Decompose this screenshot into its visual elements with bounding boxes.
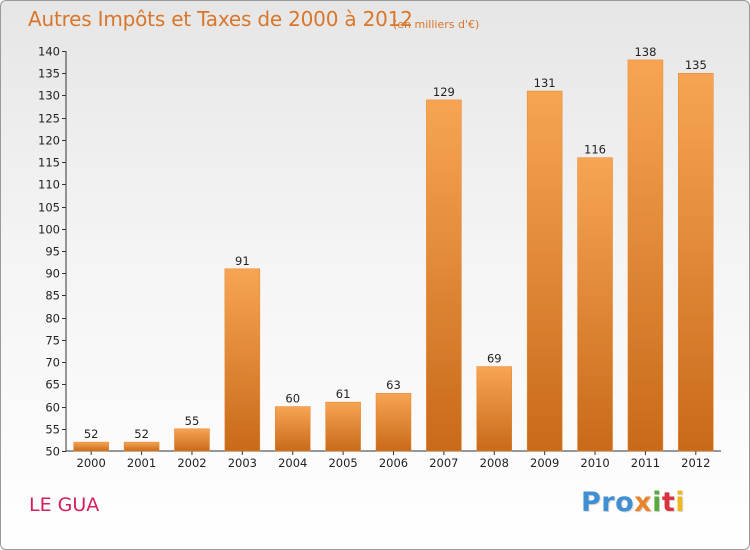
- bar-value-label: 63: [386, 378, 401, 392]
- bar-value-label: 91: [235, 254, 250, 268]
- bar: [577, 157, 613, 452]
- x-tick-label: 2010: [580, 456, 609, 470]
- y-tick-label: 120: [38, 134, 60, 148]
- x-tick-label: 2008: [480, 456, 509, 470]
- y-tick-label: 65: [45, 378, 60, 392]
- y-tick-label: 100: [38, 223, 60, 237]
- bar-value-label: 52: [84, 427, 99, 441]
- bar: [224, 268, 261, 452]
- chart-subtitle: (en milliers d'€): [393, 18, 480, 31]
- x-tick-label: 2011: [631, 456, 660, 470]
- bar-value-label: 55: [185, 414, 200, 428]
- chart-bars: 52 52 55 91 60 61 63 129 69 131 116 138 135: [73, 45, 714, 452]
- bar: [526, 90, 563, 452]
- bar: [476, 366, 513, 452]
- bar: [123, 441, 160, 452]
- logo-part: t: [661, 487, 676, 518]
- x-tick-label: 2004: [278, 456, 307, 470]
- y-tick-label: 90: [45, 267, 60, 281]
- chart-axes: 50 55 60 65 70 75 80 85 90 95 100 105 110 115 120 125 13…: [38, 45, 721, 470]
- y-tick-label: 75: [45, 334, 60, 348]
- bar-value-label: 116: [584, 143, 606, 157]
- bar-value-label: 52: [134, 427, 149, 441]
- x-tick-label: 2001: [127, 456, 156, 470]
- bar-value-label: 60: [285, 392, 300, 406]
- bar: [174, 428, 210, 452]
- bar: [274, 406, 311, 452]
- bar: [678, 72, 714, 452]
- logo-part: x: [634, 487, 653, 518]
- y-tick-label: 95: [45, 245, 60, 259]
- bar: [426, 99, 462, 452]
- bar-value-label: 69: [487, 352, 502, 366]
- y-tick-label: 55: [45, 423, 60, 437]
- bar: [375, 392, 412, 452]
- x-tick-label: 2007: [429, 456, 458, 470]
- bar: [73, 441, 109, 452]
- y-tick-label: 50: [45, 445, 60, 459]
- bar-value-label: 138: [634, 45, 656, 59]
- bar-value-label: 129: [433, 85, 455, 99]
- bar-value-label: 135: [685, 58, 707, 72]
- chart-title: Autres Impôts et Taxes de 2000 à 2012: [28, 7, 413, 31]
- y-tick-label: 105: [38, 201, 60, 215]
- y-tick-label: 60: [45, 401, 60, 415]
- x-tick-label: 2006: [379, 456, 408, 470]
- bar-value-label: 131: [534, 76, 556, 90]
- proxiti-logo[interactable]: Proxiti: [581, 487, 685, 518]
- y-tick-label: 125: [38, 112, 60, 126]
- x-tick-label: 2012: [681, 456, 710, 470]
- y-tick-label: 80: [45, 312, 60, 326]
- x-tick-label: 2005: [328, 456, 357, 470]
- y-tick-label: 85: [45, 289, 60, 303]
- x-tick-label: 2000: [77, 456, 106, 470]
- logo-part: Pro: [581, 487, 635, 518]
- commune-name: LE GUA: [29, 494, 100, 516]
- y-tick-label: 115: [38, 156, 60, 170]
- y-tick-label: 130: [38, 89, 60, 103]
- x-tick-label: 2009: [530, 456, 559, 470]
- bar-value-label: 61: [336, 387, 351, 401]
- y-tick-label: 140: [38, 45, 60, 59]
- bar: [627, 59, 664, 452]
- y-tick-label: 135: [38, 67, 60, 81]
- x-tick-label: 2003: [228, 456, 257, 470]
- logo-part: i: [675, 487, 686, 518]
- logo-part: i: [652, 487, 662, 518]
- y-tick-label: 110: [38, 178, 60, 192]
- bar: [325, 401, 361, 452]
- y-tick-label: 70: [45, 356, 60, 370]
- x-tick-label: 2002: [177, 456, 206, 470]
